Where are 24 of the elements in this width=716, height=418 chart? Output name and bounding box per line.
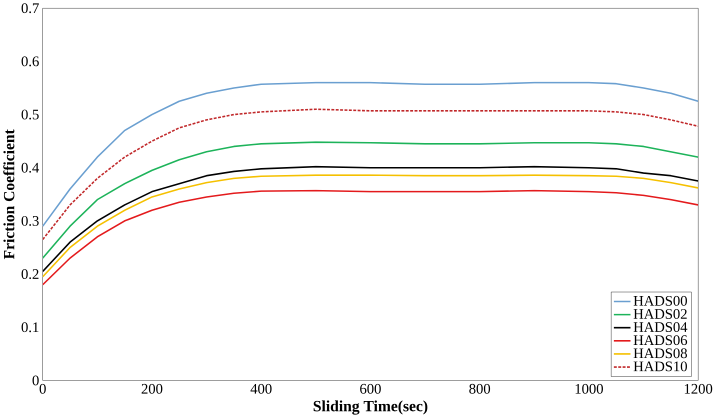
y-tick-label: 0.2	[22, 269, 38, 280]
x-tick-label: 1000	[576, 384, 603, 394]
y-tick-label: 0.4	[22, 162, 40, 173]
x-tick-label: 200	[142, 384, 162, 394]
legend-label: HADS06	[634, 335, 688, 346]
legend-label: HADS04	[634, 322, 688, 332]
y-tick-label: 0.5	[22, 110, 39, 120]
x-tick-label: 600	[360, 384, 381, 394]
x-tick-label: 1200	[684, 384, 712, 394]
x-tick-label: 400	[250, 384, 272, 394]
y-tick-label: 0.3	[22, 216, 39, 226]
legend-label: HADS10	[634, 362, 687, 372]
x-axis-title: Sliding Time(sec)	[314, 400, 428, 415]
y-tick-label: 0.1	[22, 322, 38, 332]
x-tick-label: 800	[469, 384, 490, 394]
legend-label: HADS08	[634, 348, 687, 358]
legend-label: HADS00	[634, 296, 687, 306]
legend-label: HADS02	[634, 309, 687, 319]
x-tick-label: 0	[40, 384, 46, 394]
line-series	[42, 82, 698, 228]
y-tick-label: 0.6	[22, 56, 39, 66]
y-tick-label: 0.7	[22, 3, 39, 14]
y-axis-title: Friction Coefficient	[3, 129, 14, 260]
y-tick-label: 0	[32, 376, 39, 386]
